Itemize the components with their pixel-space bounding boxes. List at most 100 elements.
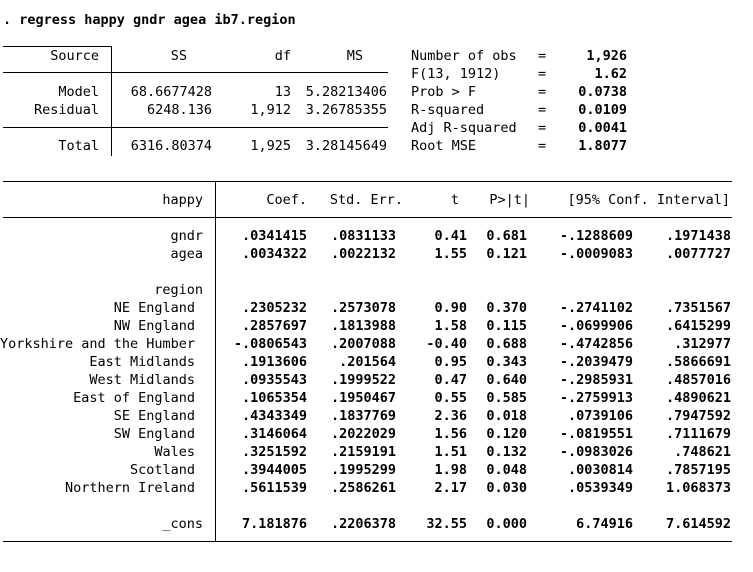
coef-ci-hi: .7947592 bbox=[665, 408, 731, 424]
coef-header-rule bbox=[3, 217, 732, 218]
coef-p: 0.132 bbox=[486, 444, 527, 460]
stat-equals: = bbox=[538, 102, 547, 118]
coef-value: .4343349 bbox=[241, 408, 307, 424]
coef-var: SE England bbox=[113, 408, 195, 424]
coef-ci-lo: -.0009083 bbox=[559, 246, 633, 262]
stat-label: F(13, 1912) bbox=[411, 66, 501, 82]
command-line: . regress happy gndr agea ib7.region bbox=[3, 12, 296, 28]
anova-rule-left bbox=[3, 72, 111, 73]
anova-header-rule bbox=[111, 72, 388, 73]
anova-df: 13 bbox=[274, 84, 291, 100]
coef-ci-lo: -.2985931 bbox=[559, 372, 633, 388]
stat-value: 0.0738 bbox=[578, 84, 627, 100]
coef-ci-lo: -.2039479 bbox=[559, 354, 633, 370]
coef-t: 1.51 bbox=[434, 444, 467, 460]
coef-t: 1.55 bbox=[434, 246, 467, 262]
coef-value: .1065354 bbox=[241, 390, 307, 406]
coef-var: Northern Ireland bbox=[64, 480, 195, 496]
coef-se: .2022029 bbox=[330, 426, 396, 442]
coef-se: .2007088 bbox=[330, 336, 396, 352]
coef-t: 0.55 bbox=[434, 390, 467, 406]
coef-header-t: t bbox=[450, 192, 459, 208]
coef-se: .0022132 bbox=[330, 246, 396, 262]
coef-t: 32.55 bbox=[426, 516, 467, 532]
anova-df: 1,912 bbox=[250, 102, 291, 118]
coef-ci-hi: .748621 bbox=[674, 444, 731, 460]
coef-t: 2.17 bbox=[434, 480, 467, 496]
coef-ci-hi: 7.614592 bbox=[665, 516, 731, 532]
anova-total-source: Total bbox=[58, 138, 99, 154]
coef-var: East Midlands bbox=[89, 354, 195, 370]
coef-var: agea bbox=[170, 246, 203, 262]
stat-equals: = bbox=[538, 84, 547, 100]
coef-ci-hi: .7857195 bbox=[665, 462, 731, 478]
anova-total-ms: 3.28145649 bbox=[305, 138, 387, 154]
coef-ci-hi: 1.068373 bbox=[665, 480, 731, 496]
anova-source: Residual bbox=[33, 102, 99, 118]
coef-header-coef: Coef. bbox=[266, 192, 307, 208]
coef-p: 0.370 bbox=[486, 300, 527, 316]
anova-ms: 3.26785355 bbox=[305, 102, 387, 118]
coef-ci-hi: .4857016 bbox=[665, 372, 731, 388]
coef-ci-lo: -.0819551 bbox=[559, 426, 633, 442]
coef-header-se: Std. Err. bbox=[329, 192, 403, 208]
stat-equals: = bbox=[538, 120, 547, 136]
coef-p: 0.343 bbox=[486, 354, 527, 370]
coef-se: .1950467 bbox=[330, 390, 396, 406]
coef-ci-lo: -.0983026 bbox=[559, 444, 633, 460]
coef-p: 0.681 bbox=[486, 228, 527, 244]
coef-ci-hi: .4890621 bbox=[665, 390, 731, 406]
coef-bottom-rule bbox=[3, 541, 732, 542]
coef-var: West Midlands bbox=[89, 372, 195, 388]
anova-total-rule bbox=[3, 127, 388, 128]
stat-label: Adj R-squared bbox=[411, 120, 517, 136]
anova-header-ss: SS bbox=[170, 48, 187, 64]
coef-ci-hi: .6415299 bbox=[665, 318, 731, 334]
coef-se: .0831133 bbox=[330, 228, 396, 244]
coef-p: 0.120 bbox=[486, 426, 527, 442]
coef-ci-lo: .0539349 bbox=[567, 480, 633, 496]
coef-header-p: P>|t| bbox=[489, 192, 530, 208]
coef-t: 1.98 bbox=[434, 462, 467, 478]
anova-header-ms: MS bbox=[346, 48, 363, 64]
coef-se: .1995299 bbox=[330, 462, 396, 478]
coef-p: 0.640 bbox=[486, 372, 527, 388]
coef-p: 0.000 bbox=[486, 516, 527, 532]
stat-value: 1,926 bbox=[586, 48, 627, 64]
coef-var: Wales bbox=[154, 444, 195, 460]
stat-label: Prob > F bbox=[411, 84, 477, 100]
coef-ci-hi: .7111679 bbox=[665, 426, 731, 442]
coef-top-rule bbox=[3, 181, 732, 182]
stat-value: 0.0041 bbox=[578, 120, 627, 136]
coef-ci-hi: .5866691 bbox=[665, 354, 731, 370]
coef-ci-lo: -.2759913 bbox=[559, 390, 633, 406]
coef-divider bbox=[215, 181, 216, 541]
coef-ci-lo: 6.74916 bbox=[576, 516, 633, 532]
anova-total-df: 1,925 bbox=[250, 138, 291, 154]
coef-se: .201564 bbox=[339, 354, 396, 370]
coef-header-ci: [95% Conf. Interval] bbox=[567, 192, 730, 208]
coef-ci-lo: -.0699906 bbox=[559, 318, 633, 334]
coef-header-var: happy bbox=[162, 192, 203, 208]
coef-se: .2573078 bbox=[330, 300, 396, 316]
coef-value: -.0806543 bbox=[233, 336, 307, 352]
stat-label: R-squared bbox=[411, 102, 485, 118]
coef-var: Yorkshire and the Humber bbox=[0, 336, 196, 352]
coef-p: 0.030 bbox=[486, 480, 527, 496]
coef-value: .3251592 bbox=[241, 444, 307, 460]
coef-var: NE England bbox=[113, 300, 195, 316]
coef-p: 0.121 bbox=[486, 246, 527, 262]
anova-source: Model bbox=[58, 84, 99, 100]
coef-var: Scotland bbox=[129, 462, 195, 478]
coef-se: .2159191 bbox=[330, 444, 396, 460]
coef-p: 0.018 bbox=[486, 408, 527, 424]
coef-ci-lo: .0030814 bbox=[567, 462, 633, 478]
anova-divider bbox=[111, 46, 112, 156]
coef-t: 0.95 bbox=[434, 354, 467, 370]
coef-p: 0.115 bbox=[486, 318, 527, 334]
coef-var: East of England bbox=[73, 390, 195, 406]
coef-ci-hi: .7351567 bbox=[665, 300, 731, 316]
coef-value: 7.181876 bbox=[241, 516, 307, 532]
coef-var: SW England bbox=[113, 426, 195, 442]
coef-p: 0.688 bbox=[486, 336, 527, 352]
